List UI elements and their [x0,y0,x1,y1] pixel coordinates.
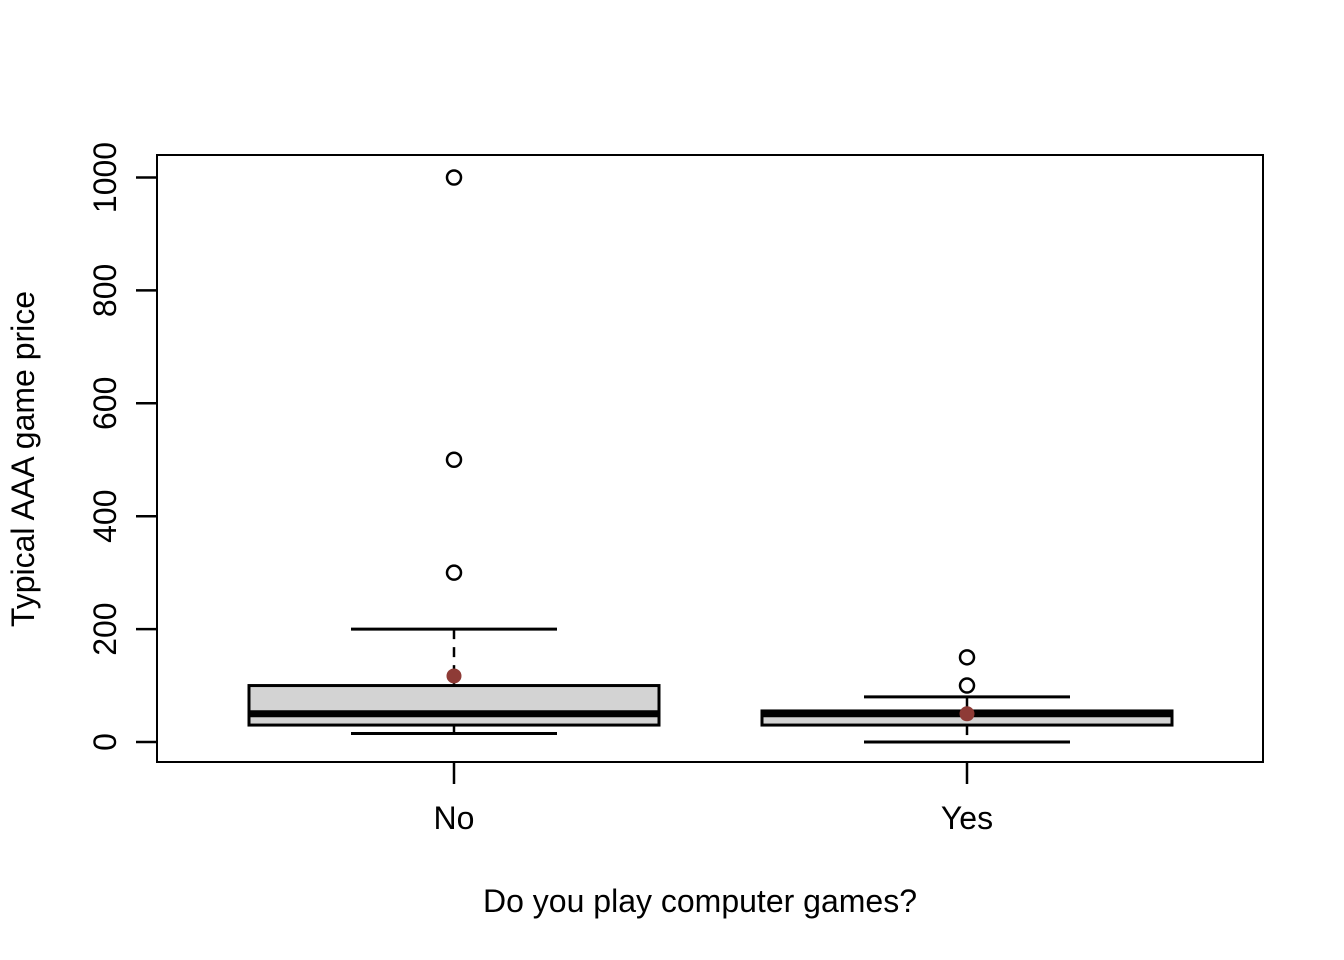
y-axis-title: Typical AAA game price [5,291,41,627]
plot-border [156,154,1264,763]
y-tick-label: 400 [87,490,123,543]
plot-area: 0 200 400 600 800 1000 [87,142,1264,784]
boxplot-yes [760,649,1174,744]
x-axis-title: Do you play computer games? [483,883,917,919]
y-axis: 0 200 400 600 800 1000 [87,142,157,751]
y-tick-label: 200 [87,602,123,655]
iqr-box [247,684,661,727]
y-tick-label: 1000 [87,142,123,213]
boxplot-no [247,169,661,736]
mean-dot [959,706,975,722]
outlier-point [445,451,463,468]
outlier-point [958,649,976,666]
y-tick-label: 0 [87,733,123,751]
x-tick-label-no: No [434,800,475,836]
x-axis [452,762,969,784]
y-tick-label: 600 [87,377,123,430]
mean-dot [446,668,462,684]
outlier-point [958,677,976,694]
x-tick-label-yes: Yes [941,800,993,836]
outlier-point [445,169,463,186]
outlier-point [445,564,463,581]
y-tick-label: 800 [87,264,123,317]
